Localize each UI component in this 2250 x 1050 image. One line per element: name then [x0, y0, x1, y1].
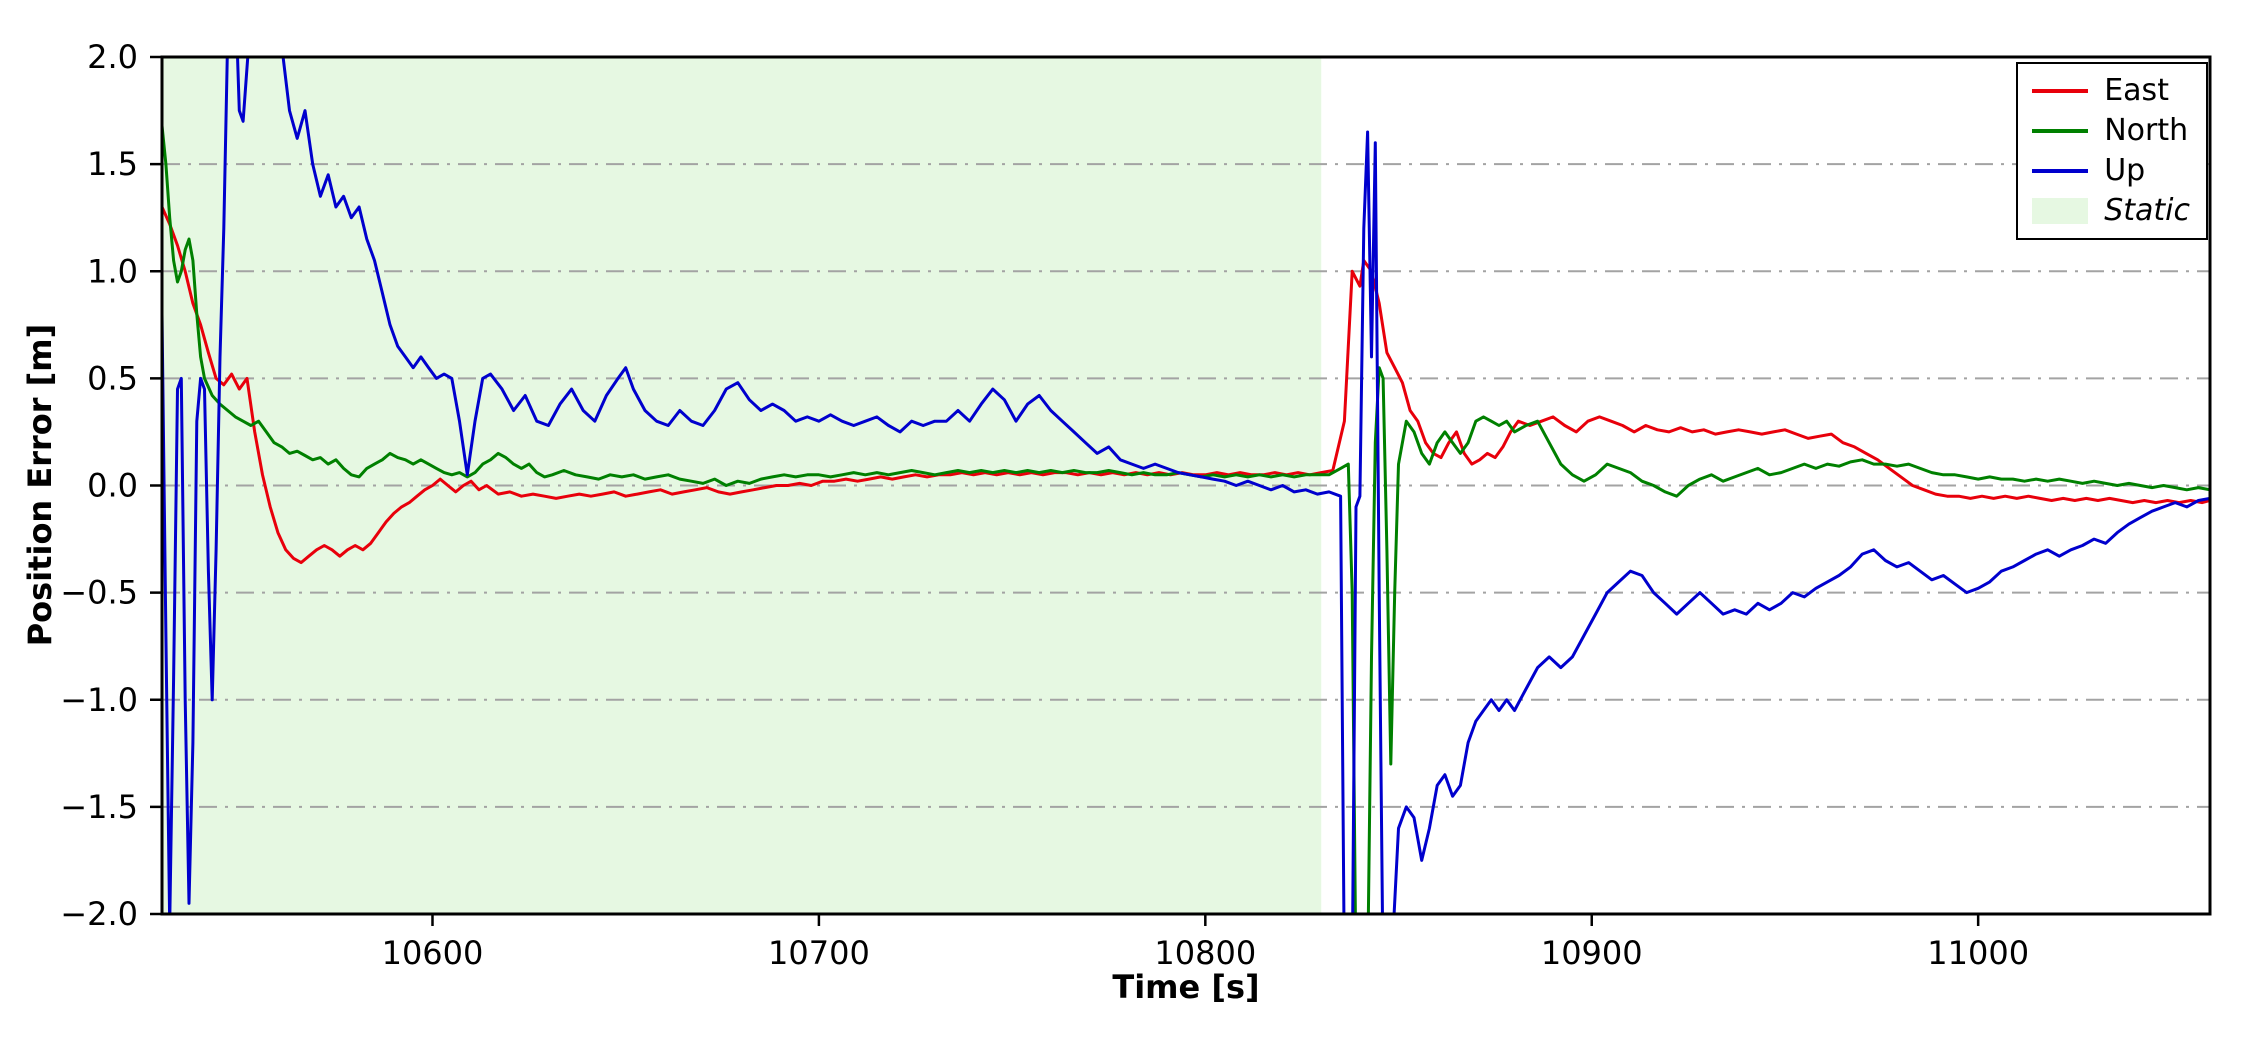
x-axis-label: Time [s]: [1112, 968, 1260, 1006]
y-axis-label: Position Error [m]: [21, 323, 59, 647]
y-tick-label: 1.0: [87, 252, 138, 290]
legend-entry-up: Up: [2032, 152, 2190, 190]
legend: East North Up Static: [2016, 62, 2208, 240]
legend-up-sample: [2032, 169, 2089, 173]
legend-label-north: North: [2104, 113, 2189, 148]
legend-entry-static: Static: [2032, 192, 2190, 230]
legend-label-up: Up: [2104, 153, 2146, 188]
y-tick-label: −2.0: [60, 895, 138, 933]
x-tick-label: 10800: [1154, 934, 1256, 972]
y-tick-label: 0.5: [87, 359, 138, 397]
legend-entry-north: North: [2032, 112, 2190, 150]
legend-north-sample: [2032, 129, 2089, 133]
legend-east-sample: [2032, 89, 2089, 93]
x-tick-label: 11000: [1927, 934, 2029, 972]
legend-label-east: East: [2104, 73, 2169, 108]
y-tick-label: 2.0: [87, 38, 138, 76]
legend-static-sample: [2032, 198, 2089, 224]
legend-entry-east: East: [2032, 72, 2190, 110]
legend-label-static: Static: [2104, 193, 2190, 228]
x-tick-label: 10600: [382, 934, 484, 972]
y-tick-label: −0.5: [60, 574, 138, 612]
x-tick-label: 10900: [1541, 934, 1643, 972]
static-region: [162, 57, 1322, 914]
x-tick-label: 10700: [768, 934, 870, 972]
series-north-line: [162, 125, 2210, 914]
y-tick-label: 1.5: [87, 145, 138, 183]
series-up-line: [162, 57, 2210, 914]
y-tick-label: −1.5: [60, 788, 138, 826]
y-tick-label: −1.0: [60, 681, 138, 719]
y-tick-label: 0.0: [87, 467, 138, 505]
